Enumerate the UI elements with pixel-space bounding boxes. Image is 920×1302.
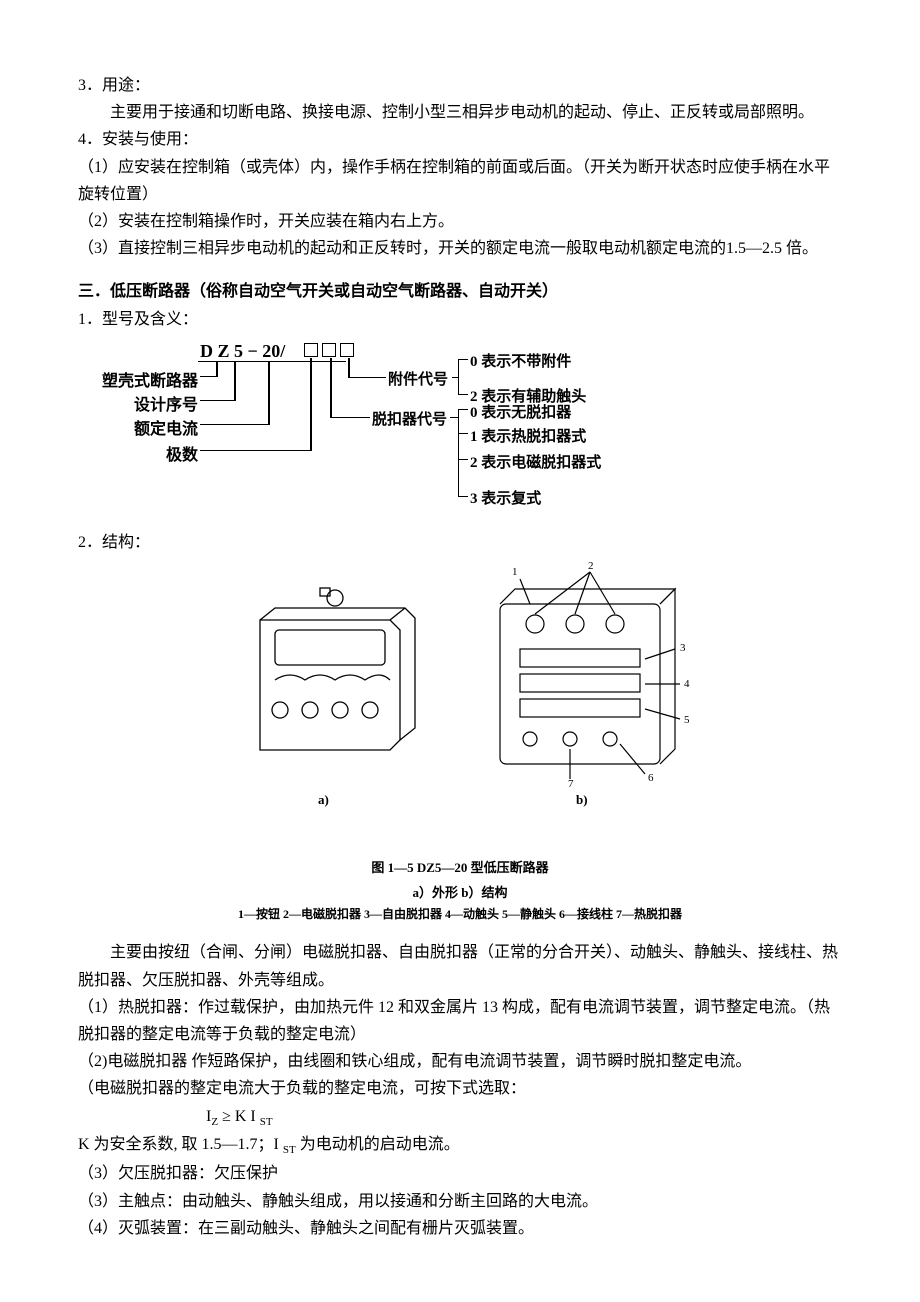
left-label-3: 极数 [88,441,198,465]
callout-7: 7 [568,778,574,790]
s4-i2: （2）安装在控制箱操作时，开关应装在箱内右上方。 [78,208,842,235]
s4-i3: （3）直接控制三相异步电动机的起动和正反转时，开关的额定电流一般取电动机额定电流… [78,235,842,262]
callout-3: 3 [680,642,686,654]
body-knote: K 为安全系数, 取 1.5—1.7；I ST 为电动机的启动电流。 [78,1131,842,1160]
s3-title: 3．用途： [78,72,842,99]
sec3-item1: 1．型号及含义： [78,306,842,333]
body-i3: （3）欠压脱扣器：欠压保护 [78,1160,842,1187]
right-label-5: 3 表示复式 [470,487,541,508]
body-p1: 主要由按纽（合闸、分闸）电磁脱扣器、自由脱扣器（正常的分合开关）、动触头、静触头… [78,939,842,993]
callout-6: 6 [648,772,654,784]
callout-5: 5 [684,714,690,726]
left-label-2: 额定电流 [88,415,198,439]
right-label-2: 0 表示无脱扣器 [470,401,571,422]
left-label-0: 塑壳式断路器 [88,367,198,391]
right-label-3: 1 表示热脱扣器式 [470,425,586,446]
body-i4: （4）灭弧装置：在三副动触头、静触头之间配有栅片灭弧装置。 [78,1215,842,1242]
s3-p1: 主要用于接通和切断电路、换接电源、控制小型三相异步电动机的起动、停止、正反转或局… [78,99,842,126]
callout-1: 1 [512,566,518,578]
item2-label: 2．结构： [78,529,842,556]
callout-2: 2 [588,560,594,572]
mid-label-1: 脱扣器代号 [372,408,447,429]
body-formula: IZ ≥ K I ST [206,1103,842,1132]
s4-title: 4．安装与使用： [78,126,842,153]
callout-4: 4 [684,678,690,690]
body-i3b: （3）主触点：由动触头、静触头组成，用以接通和分断主回路的大电流。 [78,1188,842,1215]
model-code: D Z 5 − 20/ [200,341,285,362]
sec3-heading: 三．低压断路器（俗称自动空气开关或自动空气断路器、自动开关） [78,278,842,305]
mid-label-0: 附件代号 [388,368,448,389]
figure-legend: 1—按钮 2—电磁脱扣器 3—自由脱扣器 4—动触头 5—静触头 6—接线柱 7… [78,905,842,923]
body-i2b: （电磁脱扣器的整定电流大于负载的整定电流，可按下式选取： [78,1075,842,1102]
figure-caption-2: a）外形 b）结构 [78,883,842,904]
structure-figure: a) 1 2 3 4 5 6 7 b) [200,560,720,850]
right-label-0: 0 表示不带附件 [470,350,571,371]
breaker-outline-a [220,570,440,790]
left-label-1: 设计序号 [88,391,198,415]
s4-i1: （1）应安装在控制箱（或壳体）内，操作手柄在控制箱的前面或后面。（开关为断开状态… [78,154,842,208]
body-i2a: （2)电磁脱扣器 作短路保护，由线圈和铁心组成，配有电流调节装置，调节瞬时脱扣整… [78,1048,842,1075]
right-label-4: 2 表示电磁脱扣器式 [470,451,601,472]
body-i1: （1）热脱扣器：作过载保护，由加热元件 12 和双金属片 13 构成，配有电流调… [78,994,842,1048]
model-diagram: D Z 5 − 20/ 塑壳式断路器 设计序号 额定电流 极数 附件代号 脱扣器… [90,341,710,521]
figure-caption: 图 1—5 DZ5—20 型低压断路器 [78,858,842,879]
breaker-outline-b [470,564,700,794]
sub-a: a) [318,792,329,808]
sub-b: b) [576,792,588,808]
